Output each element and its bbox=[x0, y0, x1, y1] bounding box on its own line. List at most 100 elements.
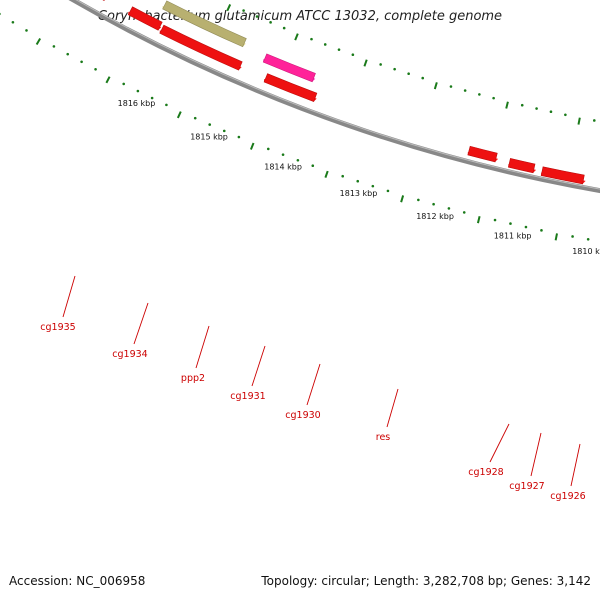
scale-minor-dot bbox=[52, 45, 56, 48]
gene-label[interactable]: cg1935 bbox=[40, 322, 75, 333]
scale-minor-dot bbox=[165, 103, 168, 107]
scale-minor-dot bbox=[493, 218, 497, 222]
gene-block-face bbox=[102, 0, 105, 1]
scale-minor-dot bbox=[351, 53, 355, 57]
scale-minor-dot bbox=[208, 123, 212, 126]
gene-block[interactable] bbox=[467, 145, 499, 163]
gene-block[interactable] bbox=[507, 158, 537, 174]
scale-minor-dot bbox=[94, 68, 97, 71]
scale-tick-label: 1814 kbp bbox=[264, 163, 302, 172]
scale-minor-dot bbox=[66, 52, 70, 56]
scale-minor-dot bbox=[266, 147, 270, 151]
scale-minor-dot bbox=[371, 184, 375, 188]
genome-backbone bbox=[68, 0, 600, 194]
scale-minor-dot bbox=[269, 21, 272, 24]
scale-major-tick bbox=[400, 195, 405, 203]
scale-minor-dot bbox=[520, 103, 524, 107]
scale-major-tick bbox=[176, 111, 182, 119]
gene-label[interactable]: cg1931 bbox=[230, 391, 265, 402]
scale-minor-dot bbox=[407, 72, 410, 75]
scale-minor-dot bbox=[592, 119, 596, 122]
scale-minor-dot bbox=[509, 222, 512, 225]
scale-minor-dot bbox=[282, 26, 286, 30]
scale-major-tick bbox=[433, 82, 438, 90]
gene-label[interactable]: cg1934 bbox=[112, 349, 147, 360]
gene-label[interactable]: ppp2 bbox=[181, 373, 205, 384]
scale-major-tick bbox=[294, 33, 299, 41]
gene-block[interactable] bbox=[127, 6, 163, 31]
scale-minor-dot bbox=[25, 29, 28, 32]
scale-major-tick bbox=[363, 59, 368, 67]
gene-label[interactable]: cg1926 bbox=[550, 491, 585, 502]
scale-tick-label: 1816 kbp bbox=[118, 99, 156, 108]
gene-label-leader bbox=[62, 275, 76, 318]
outer-scale-ring: 1816 kbp 1815 kbp 1814 kbp 1813 kbp 1812 kbp… bbox=[0, 12, 600, 256]
scale-minor-dot bbox=[193, 116, 197, 120]
scale-tick-label: 1813 kbp bbox=[340, 189, 378, 198]
gene-labels: cg1935 cg1934 ppp2 cg1931 cg1930 res cg1928 cg1… bbox=[40, 275, 586, 502]
gene-label[interactable]: res bbox=[376, 432, 391, 443]
gene-block[interactable] bbox=[540, 166, 586, 185]
scale-minor-dot bbox=[379, 63, 382, 66]
gene-block-face bbox=[262, 53, 316, 83]
scale-minor-dot bbox=[586, 238, 590, 241]
gene-block[interactable] bbox=[162, 0, 247, 48]
gene-block-face bbox=[162, 0, 247, 48]
scale-minor-dot bbox=[564, 113, 567, 117]
scale-minor-dot bbox=[255, 15, 259, 18]
gene-block-face bbox=[127, 6, 163, 31]
scale-minor-dot bbox=[310, 37, 313, 41]
scale-minor-dot bbox=[337, 48, 341, 51]
gene-block[interactable] bbox=[159, 24, 243, 71]
scale-minor-dot bbox=[11, 20, 15, 24]
scale-minor-dot bbox=[311, 164, 315, 168]
gene-block-face bbox=[507, 158, 536, 174]
scale-major-tick bbox=[105, 76, 111, 84]
scale-minor-dot bbox=[222, 129, 226, 133]
scale-minor-dot bbox=[150, 96, 154, 100]
inner-scale-ring bbox=[226, 3, 596, 125]
scale-minor-dot bbox=[80, 60, 83, 64]
scale-tick-label: 1812 kbp bbox=[416, 212, 454, 221]
gene-label[interactable]: cg1930 bbox=[285, 410, 320, 421]
scale-minor-dot bbox=[549, 110, 553, 114]
scale-tick-label: 1810 kbp bbox=[572, 247, 600, 256]
scale-minor-dot bbox=[237, 135, 241, 139]
scale-major-tick bbox=[554, 233, 558, 241]
scale-minor-dot bbox=[136, 89, 140, 93]
gene-label-leader bbox=[195, 325, 210, 369]
backbone-highlight bbox=[75, 0, 600, 190]
gene-block-face bbox=[467, 145, 498, 163]
genome-stats-text: Topology: circular; Length: 3,282,708 bp… bbox=[261, 574, 591, 588]
scale-minor-dot bbox=[421, 76, 425, 80]
scale-minor-dot bbox=[341, 174, 344, 178]
gene-label-leader bbox=[386, 388, 399, 428]
gene-block-face bbox=[540, 166, 585, 185]
gene-track bbox=[70, 0, 586, 185]
scale-minor-dot bbox=[281, 153, 285, 156]
gene-label-leader bbox=[570, 443, 581, 487]
scale-minor-dot bbox=[492, 96, 495, 100]
gene-label-leader bbox=[133, 302, 149, 345]
scale-minor-dot bbox=[449, 85, 453, 88]
scale-minor-dot bbox=[0, 12, 1, 16]
scale-minor-dot bbox=[463, 89, 467, 92]
gene-block[interactable] bbox=[263, 73, 318, 102]
gene-block[interactable] bbox=[70, 0, 108, 1]
gene-label-leader bbox=[251, 345, 266, 387]
scale-minor-dot bbox=[524, 225, 528, 229]
scale-minor-dot bbox=[393, 67, 396, 71]
gene-block[interactable] bbox=[262, 53, 316, 83]
gene-label-leader bbox=[530, 432, 542, 477]
gene-label[interactable]: cg1927 bbox=[509, 481, 544, 492]
scale-major-tick bbox=[35, 37, 42, 46]
scale-major-tick bbox=[226, 3, 232, 12]
gene-block-face bbox=[159, 24, 243, 71]
scale-major-tick bbox=[476, 216, 481, 224]
scale-minor-dot bbox=[447, 207, 451, 210]
scale-minor-dot bbox=[432, 202, 435, 206]
gene-label[interactable]: cg1928 bbox=[468, 467, 503, 478]
scale-minor-dot bbox=[462, 211, 466, 214]
